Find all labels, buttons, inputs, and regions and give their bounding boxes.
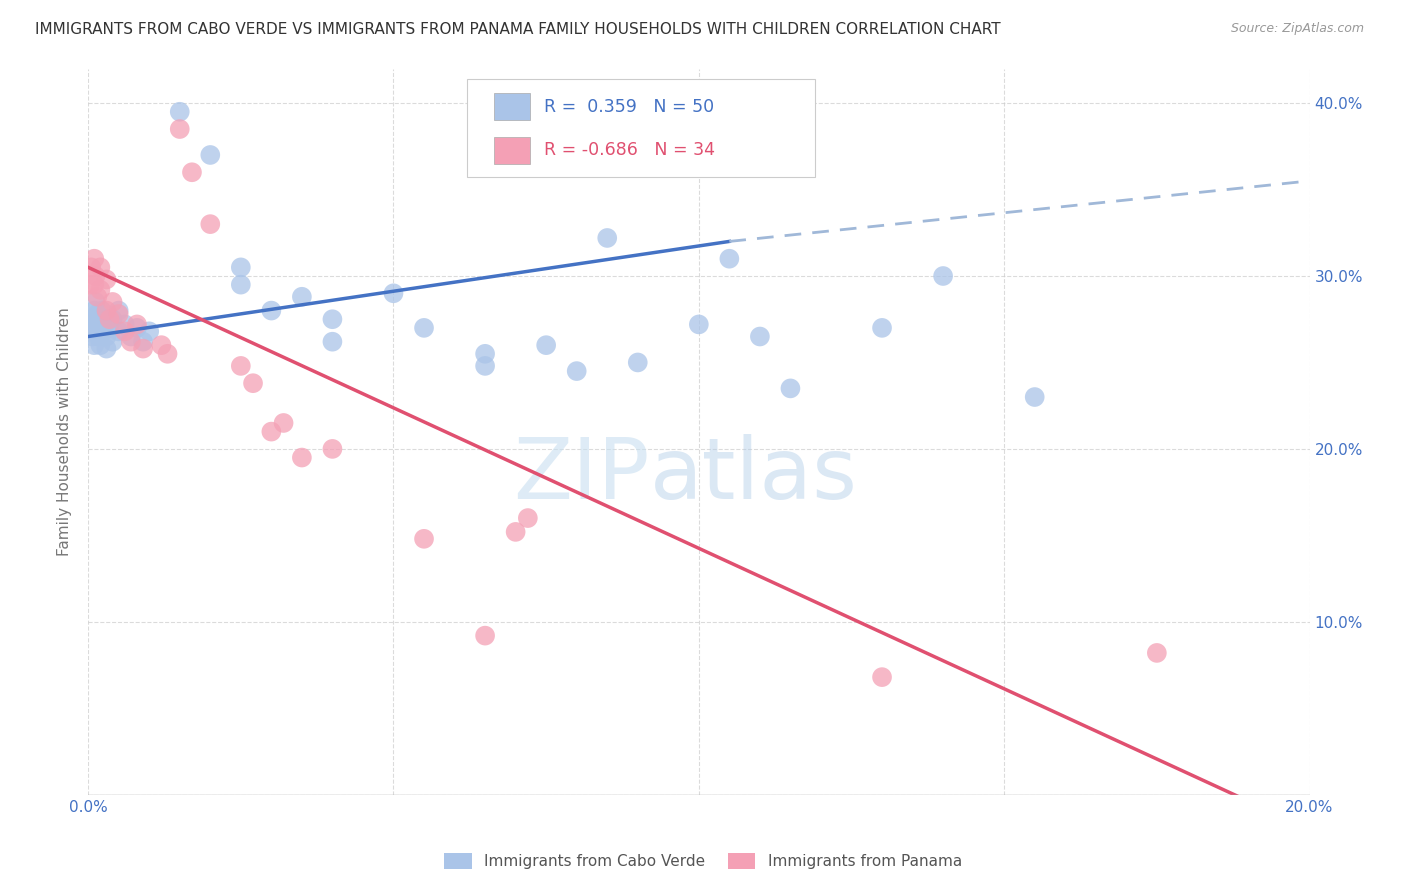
Point — [200, 148, 222, 162]
Point — [870, 670, 893, 684]
Text: R =  0.359   N = 50: R = 0.359 N = 50 — [544, 97, 714, 116]
Point — [229, 277, 252, 292]
Point — [83, 252, 105, 266]
Point — [181, 165, 204, 179]
Point — [101, 334, 124, 349]
Point — [125, 318, 148, 332]
Point — [242, 376, 264, 391]
Point — [156, 347, 179, 361]
Point — [120, 329, 142, 343]
Point — [229, 260, 252, 275]
Text: IMMIGRANTS FROM CABO VERDE VS IMMIGRANTS FROM PANAMA FAMILY HOUSEHOLDS WITH CHIL: IMMIGRANTS FROM CABO VERDE VS IMMIGRANTS… — [35, 22, 1001, 37]
Point — [534, 338, 557, 352]
Point — [870, 321, 893, 335]
Point — [120, 334, 142, 349]
Point — [80, 312, 103, 326]
Point — [1146, 646, 1168, 660]
Point — [86, 290, 108, 304]
Text: R = -0.686   N = 34: R = -0.686 N = 34 — [544, 141, 714, 159]
Point — [107, 303, 129, 318]
FancyBboxPatch shape — [494, 93, 530, 120]
Y-axis label: Family Households with Children: Family Households with Children — [58, 307, 72, 556]
Point — [82, 329, 104, 343]
Point — [107, 307, 129, 321]
Point — [107, 324, 129, 338]
Point — [200, 217, 222, 231]
Point — [132, 342, 155, 356]
Point — [413, 532, 436, 546]
Point — [101, 312, 124, 326]
Point — [474, 359, 496, 373]
Point — [505, 524, 527, 539]
Point — [565, 364, 588, 378]
Point — [89, 318, 111, 332]
Point — [291, 290, 314, 304]
Point — [1024, 390, 1046, 404]
Point — [98, 312, 121, 326]
Point — [84, 294, 107, 309]
Point — [413, 321, 436, 335]
FancyBboxPatch shape — [494, 136, 530, 163]
Point — [321, 334, 343, 349]
Point — [229, 359, 252, 373]
Point — [83, 312, 105, 326]
Point — [96, 329, 118, 343]
Point — [80, 260, 103, 275]
Point — [779, 381, 801, 395]
Point — [96, 342, 118, 356]
Point — [83, 277, 105, 292]
Point — [89, 260, 111, 275]
Point — [688, 318, 710, 332]
Point — [96, 272, 118, 286]
Point — [169, 122, 191, 136]
Point — [748, 329, 770, 343]
Legend: Immigrants from Cabo Verde, Immigrants from Panama: Immigrants from Cabo Verde, Immigrants f… — [439, 847, 967, 875]
Point — [273, 416, 295, 430]
FancyBboxPatch shape — [467, 79, 815, 178]
Point — [596, 231, 619, 245]
Point — [83, 303, 105, 318]
Point — [86, 321, 108, 335]
Point — [114, 318, 136, 332]
Point — [114, 324, 136, 338]
Point — [321, 442, 343, 456]
Point — [86, 307, 108, 321]
Point — [84, 268, 107, 283]
Point — [516, 511, 538, 525]
Text: ZIP: ZIP — [513, 434, 650, 516]
Text: Source: ZipAtlas.com: Source: ZipAtlas.com — [1230, 22, 1364, 36]
Point — [101, 294, 124, 309]
Point — [96, 312, 118, 326]
Point — [932, 268, 955, 283]
Point — [260, 303, 283, 318]
Point — [93, 324, 115, 338]
Text: atlas: atlas — [650, 434, 858, 516]
Point — [169, 104, 191, 119]
Point — [474, 347, 496, 361]
Point — [260, 425, 283, 439]
Point — [87, 329, 110, 343]
Point — [96, 303, 118, 318]
Point — [89, 283, 111, 297]
Point — [90, 303, 112, 318]
Point — [718, 252, 741, 266]
Point — [89, 338, 111, 352]
Point — [83, 338, 105, 352]
Point — [79, 277, 101, 292]
Point — [291, 450, 314, 465]
Point — [125, 321, 148, 335]
Point — [98, 321, 121, 335]
Point — [138, 324, 160, 338]
Point — [79, 321, 101, 335]
Point — [627, 355, 650, 369]
Point — [382, 286, 405, 301]
Point — [150, 338, 173, 352]
Point — [132, 334, 155, 349]
Point — [474, 629, 496, 643]
Point — [321, 312, 343, 326]
